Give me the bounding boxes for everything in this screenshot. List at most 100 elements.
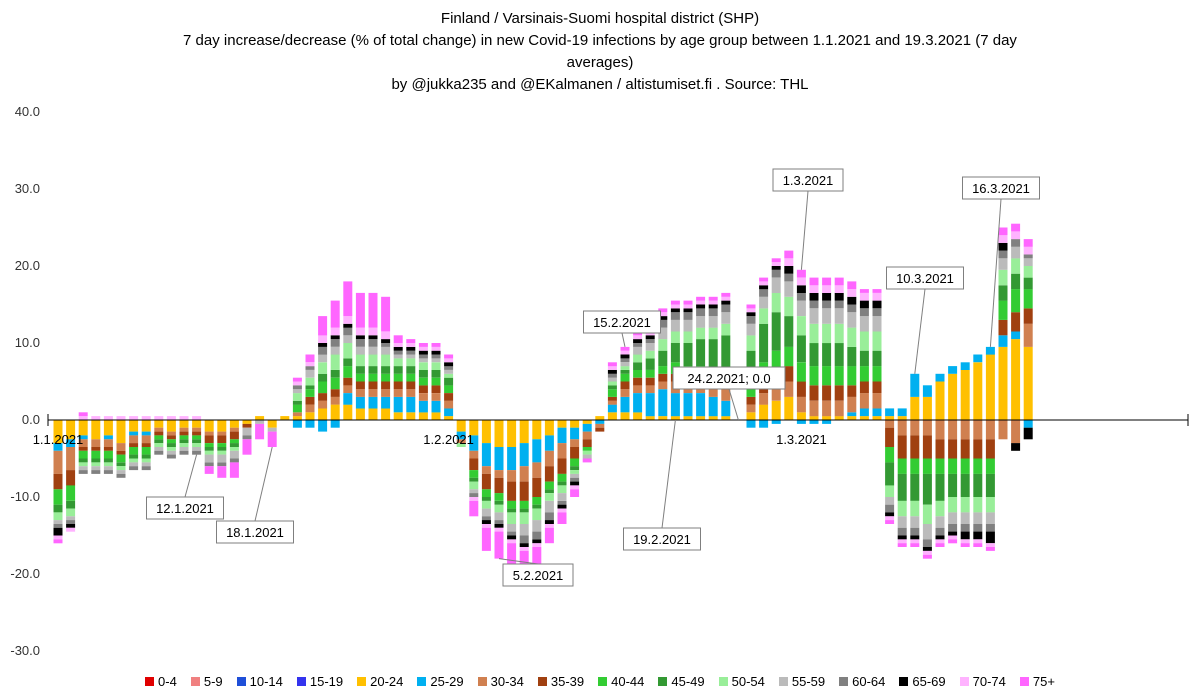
bar-segment-35-39 — [834, 385, 844, 401]
bar-segment-40-44 — [532, 497, 542, 505]
legend-swatch — [537, 677, 547, 686]
bar-segment-55-59 — [922, 524, 932, 540]
bar-segment-25-29 — [633, 393, 643, 413]
bar-segment-55-59 — [670, 319, 680, 332]
bar-segment-65-69 — [759, 285, 769, 290]
y-tick-label: 30.0 — [15, 181, 40, 196]
bar-segment-70-74 — [469, 497, 479, 501]
bar-segment-35-39 — [431, 385, 441, 393]
bar-segment-75+ — [885, 520, 895, 524]
bar-segment-55-59 — [141, 462, 151, 467]
bar-segment-55-59 — [696, 316, 706, 328]
bar-segment-75+ — [393, 335, 403, 343]
bar-segment-35-39 — [985, 439, 995, 459]
bar-segment-50-54 — [305, 377, 315, 386]
bar-segment-55-59 — [998, 258, 1008, 270]
legend-item: 30-34 — [477, 674, 524, 689]
bar-segment-60-64 — [557, 500, 567, 505]
bar-segment-60-64 — [670, 312, 680, 320]
bar-segment-40-44 — [998, 300, 1008, 320]
bar-segment-55-59 — [1011, 246, 1021, 259]
bar-segment-50-54 — [897, 500, 907, 517]
bar-segment-20-24 — [570, 420, 580, 428]
bar-segment-50-54 — [229, 447, 239, 451]
bar-segment-30-34 — [809, 400, 819, 417]
bar-segment-70-74 — [355, 327, 365, 336]
bar-segment-40-44 — [66, 485, 76, 501]
bar-segment-30-34 — [784, 381, 794, 397]
bar-segment-25-29 — [406, 396, 416, 413]
bar-segment-20-24 — [620, 412, 630, 420]
bar-segment-50-54 — [292, 393, 302, 401]
bar-segment-70-74 — [985, 543, 995, 547]
bar-segment-25-29 — [771, 420, 781, 424]
title-line-2: 7 day increase/decrease (% of total chan… — [183, 32, 1017, 49]
bar-segment-25-29 — [444, 408, 454, 417]
bar-segment-35-39 — [166, 435, 176, 440]
bar-segment-25-29 — [481, 443, 491, 467]
bar-segment-55-59 — [582, 454, 592, 459]
bar-segment-35-39 — [885, 427, 895, 447]
bar-segment-70-74 — [847, 289, 857, 297]
bar-segment-60-64 — [973, 524, 983, 532]
bar-segment-25-29 — [66, 439, 76, 447]
bar-segment-75+ — [796, 269, 806, 278]
bar-segment-35-39 — [796, 381, 806, 397]
bar-segment-45-49 — [796, 335, 806, 363]
bar-segment-50-54 — [708, 327, 718, 340]
callout-box — [623, 527, 701, 551]
bar-segment-45-49 — [897, 473, 907, 501]
bar-segment-40-44 — [204, 443, 214, 447]
bar-segment-75+ — [368, 292, 378, 328]
callout-box — [772, 168, 844, 192]
bar-segment-75+ — [759, 277, 769, 282]
bar-segment-45-49 — [204, 447, 214, 451]
bar-segment-60-64 — [343, 327, 353, 336]
bar-segment-75+ — [784, 250, 794, 259]
bar-segment-20-24 — [355, 408, 365, 420]
bar-segment-75+ — [305, 354, 315, 363]
bar-segment-45-49 — [544, 489, 554, 494]
bar-segment-35-39 — [998, 319, 1008, 336]
title-line-1: Finland / Varsinais-Suomi hospital distr… — [440, 10, 760, 27]
legend-label: 0-4 — [158, 674, 177, 689]
bar-segment-40-44 — [582, 447, 592, 451]
bar-segment-65-69 — [746, 312, 756, 317]
bar-segment-30-34 — [103, 439, 113, 447]
bar-segment-30-34 — [1023, 323, 1033, 347]
bar-segment-20-24 — [759, 404, 769, 420]
bar-segment-60-64 — [683, 312, 693, 320]
bar-segment-50-54 — [456, 443, 466, 447]
bar-segment-70-74 — [507, 539, 517, 544]
bar-segment-55-59 — [166, 450, 176, 455]
bar-segment-45-49 — [922, 473, 932, 505]
bar-segment-25-29 — [582, 423, 592, 432]
bar-segment-60-64 — [507, 531, 517, 536]
callout-leader — [621, 332, 626, 347]
bar-segment-65-69 — [809, 292, 819, 301]
bar-segment-45-49 — [103, 458, 113, 463]
bar-segment-70-74 — [935, 539, 945, 544]
bar-segment-35-39 — [570, 447, 580, 459]
bar-segment-35-39 — [116, 450, 126, 455]
bar-segment-55-59 — [53, 520, 63, 524]
bar-segment-40-44 — [292, 404, 302, 413]
bar-segment-45-49 — [292, 400, 302, 405]
bar-segment-55-59 — [910, 516, 920, 528]
bar-segment-45-49 — [859, 350, 869, 367]
bar-segment-30-34 — [53, 450, 63, 474]
bar-segment-35-39 — [330, 389, 340, 397]
bar-segment-70-74 — [960, 539, 970, 544]
bar-segment-40-44 — [381, 373, 391, 382]
bar-segment-60-64 — [519, 535, 529, 544]
bar-segment-35-39 — [318, 393, 328, 401]
bar-segment-75+ — [444, 354, 454, 359]
bar-segment-25-29 — [796, 420, 806, 424]
bar-segment-35-39 — [746, 396, 756, 405]
bar-segment-45-49 — [154, 439, 164, 444]
bar-segment-75+ — [469, 500, 479, 517]
bar-segment-75+ — [255, 423, 265, 440]
bar-segment-35-39 — [53, 473, 63, 490]
bar-segment-55-59 — [355, 346, 365, 355]
bar-segment-30-34 — [393, 389, 403, 397]
